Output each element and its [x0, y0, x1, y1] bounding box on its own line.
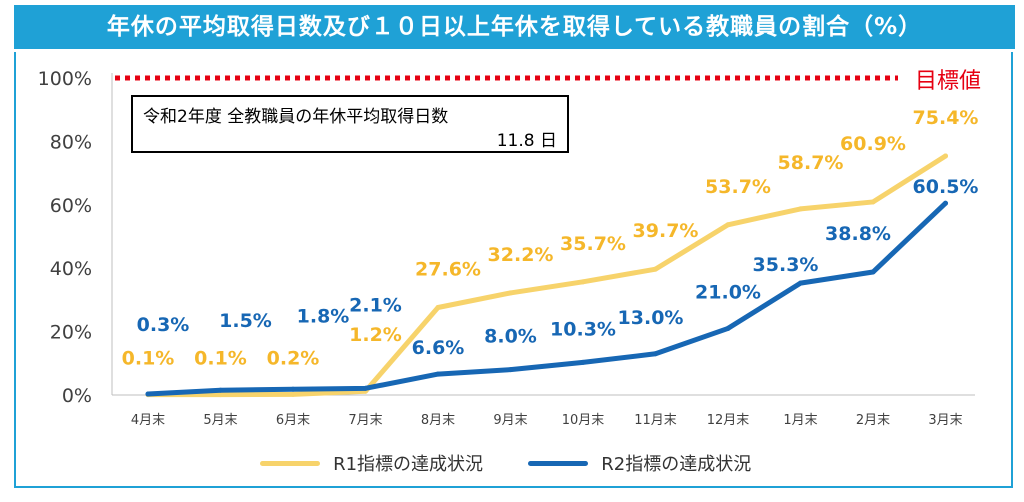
data-label-r2: 60.5% — [913, 176, 979, 198]
y-tick-label: 60% — [50, 195, 92, 217]
legend-swatch-r1 — [260, 460, 320, 466]
data-label-r2: 8.0% — [484, 326, 537, 348]
series-point-r2 — [290, 386, 296, 392]
data-label-r1: 0.1% — [122, 348, 175, 370]
legend-label-r1: R1指標の達成状況 — [333, 454, 484, 475]
data-label-r2: 13.0% — [618, 307, 684, 329]
series-point-r2 — [653, 351, 658, 357]
y-tick-label: 40% — [50, 258, 92, 280]
x-tick-label: 7月末 — [348, 413, 382, 428]
data-label-r1: 53.7% — [705, 176, 771, 198]
x-tick-label: 12月末 — [707, 413, 750, 428]
series-point-r1 — [290, 391, 296, 397]
legend-item-r2: R2指標の達成状況 — [528, 450, 751, 476]
data-label-r2: 2.1% — [349, 294, 402, 316]
data-label-r1: 35.7% — [560, 233, 626, 255]
x-tick-label: 5月末 — [203, 413, 237, 428]
series-point-r1 — [435, 305, 441, 311]
data-label-r1: 1.2% — [349, 324, 402, 346]
series-line-r2 — [145, 200, 948, 397]
x-tick-label: 11月末 — [634, 413, 677, 428]
series-point-r2 — [870, 269, 876, 275]
info-line-1: 令和2年度 全教職員の年休平均取得日数 — [143, 107, 449, 127]
series-point-r2 — [218, 387, 223, 393]
target-label: 目標値 — [915, 69, 982, 94]
series-point-r2 — [508, 367, 513, 373]
series-point-r1 — [798, 206, 803, 212]
series-point-r2 — [725, 325, 731, 331]
legend-item-r1: R1指標の達成状況 — [260, 450, 483, 476]
x-tick-label: 8月末 — [421, 413, 455, 428]
chart-title: 年休の平均取得日数及び１０日以上年休を取得している教職員の割合（%） — [106, 14, 923, 40]
info-box: 令和2年度 全教職員の年休平均取得日数 11.8 日 — [131, 95, 569, 153]
data-label-r1: 58.7% — [778, 152, 844, 174]
data-label-r1: 32.2% — [488, 244, 554, 266]
x-tick-label: 4月末 — [131, 413, 165, 428]
series-line-r1 — [145, 153, 948, 398]
series-point-r1 — [508, 290, 513, 296]
x-tick-label: 1月末 — [783, 413, 817, 428]
series-point-r1 — [870, 199, 876, 205]
data-label-r1: 0.2% — [267, 347, 320, 369]
info-line-2: 11.8 日 — [496, 131, 557, 151]
axes: 0% 20% 40% 60% 80% 100% 4月末 5月末 6月末 7月末 8月末 9月末 10月末… — [38, 68, 975, 428]
data-label-r2: 1.5% — [219, 310, 272, 332]
data-label-r2: 38.8% — [825, 223, 891, 245]
data-label-r1: 75.4% — [913, 107, 979, 129]
data-label-r2: 21.0% — [695, 281, 761, 303]
series-point-r2 — [943, 200, 948, 206]
chart-panel — [14, 52, 1013, 488]
data-label-r1: 60.9% — [840, 133, 906, 155]
data-label-r2: 1.8% — [297, 305, 350, 327]
series-point-r1 — [943, 153, 948, 159]
x-tick-label: 2月末 — [856, 413, 890, 428]
data-label-r2: 35.3% — [753, 254, 819, 276]
series-point-r2 — [435, 371, 441, 377]
series-point-r2 — [145, 391, 151, 397]
series-point-r1 — [725, 222, 731, 228]
series-point-r2 — [798, 280, 803, 286]
y-tick-label: 80% — [50, 131, 92, 153]
x-tick-label: 3月末 — [928, 413, 962, 428]
y-tick-label: 100% — [38, 68, 92, 90]
series-point-r1 — [653, 266, 658, 272]
data-label-r2: 6.6% — [412, 337, 465, 359]
data-label-r1: 39.7% — [633, 220, 699, 242]
x-tick-label: 9月末 — [493, 413, 527, 428]
data-label-r1: 0.1% — [194, 348, 247, 370]
legend-swatch-r2 — [528, 460, 589, 466]
data-labels-group: 0.1% 0.1% 0.2% 1.2% 27.6% 32.2% 35.7% 39.7% 53.7… — [122, 107, 979, 370]
x-tick-label: 6月末 — [276, 413, 310, 428]
y-tick-label: 20% — [50, 322, 92, 344]
series-group — [145, 153, 948, 398]
data-label-r2: 10.3% — [550, 318, 616, 340]
series-point-r2 — [363, 385, 368, 391]
title-bar: 年休の平均取得日数及び１０日以上年休を取得している教職員の割合（%） — [14, 5, 1015, 49]
y-tick-label: 0% — [62, 385, 92, 407]
legend-label-r2: R2指標の達成状況 — [601, 454, 752, 475]
series-point-r2 — [580, 359, 586, 365]
data-label-r2: 0.3% — [137, 314, 190, 336]
series-point-r1 — [218, 392, 223, 398]
series-point-r1 — [580, 279, 586, 285]
x-tick-label: 10月末 — [562, 413, 605, 428]
data-label-r1: 27.6% — [415, 259, 481, 281]
legend: R1指標の達成状況 R2指標の達成状況 — [260, 450, 791, 476]
